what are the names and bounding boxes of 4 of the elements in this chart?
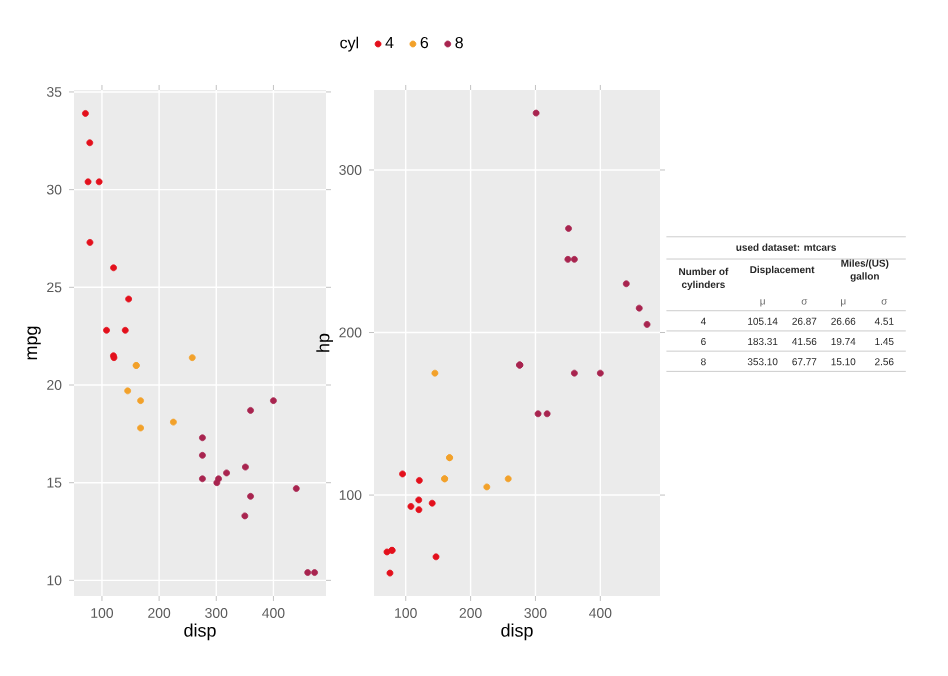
x-axis-title: disp: [501, 623, 533, 641]
y-axis-title: mpg: [27, 326, 41, 360]
x-axis-title: disp: [184, 623, 216, 641]
y-axis-title: hp: [316, 333, 334, 352]
